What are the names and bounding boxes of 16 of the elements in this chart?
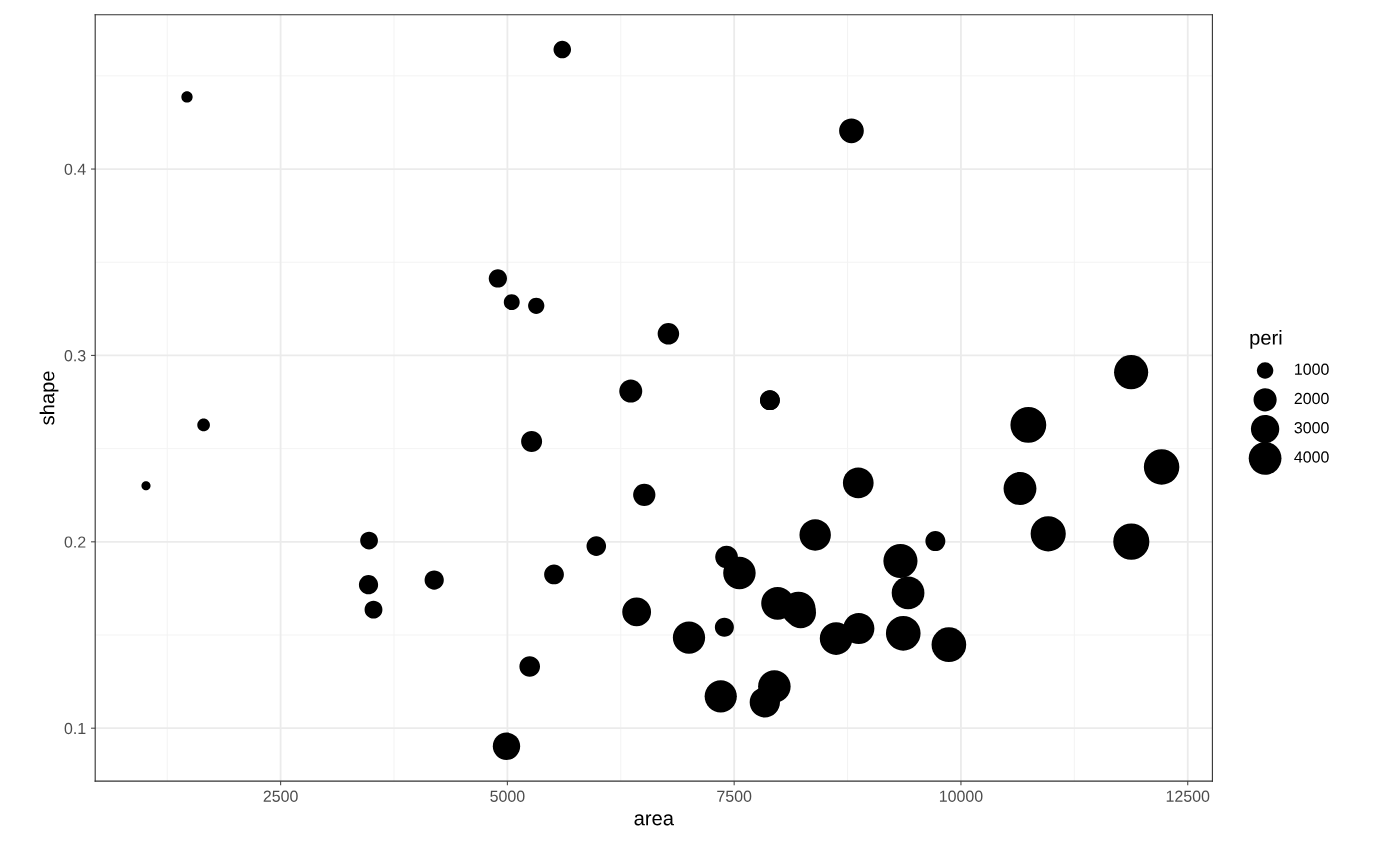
x-tick-label: 2500 — [263, 790, 298, 802]
y-tick-label: 0.2 — [64, 536, 86, 548]
legend-label: 2000 — [1294, 392, 1329, 405]
x-tick-label: 7500 — [717, 790, 752, 802]
y-tick-label: 0.3 — [64, 350, 86, 362]
y-axis-title: shape — [39, 371, 59, 425]
x-tick-label: 10000 — [939, 790, 983, 802]
legend-label: 4000 — [1294, 451, 1329, 463]
y-tick-label: 0.4 — [64, 163, 86, 175]
legend-label: 1000 — [1295, 363, 1329, 375]
x-tick-label: 5000 — [490, 790, 525, 802]
y-tick-label: 0.1 — [64, 722, 86, 735]
x-axis-title: area — [634, 814, 674, 826]
x-tick-label: 12500 — [1166, 790, 1210, 802]
legend-label: 3000 — [1294, 422, 1329, 434]
legend-title: peri — [1250, 330, 1282, 349]
